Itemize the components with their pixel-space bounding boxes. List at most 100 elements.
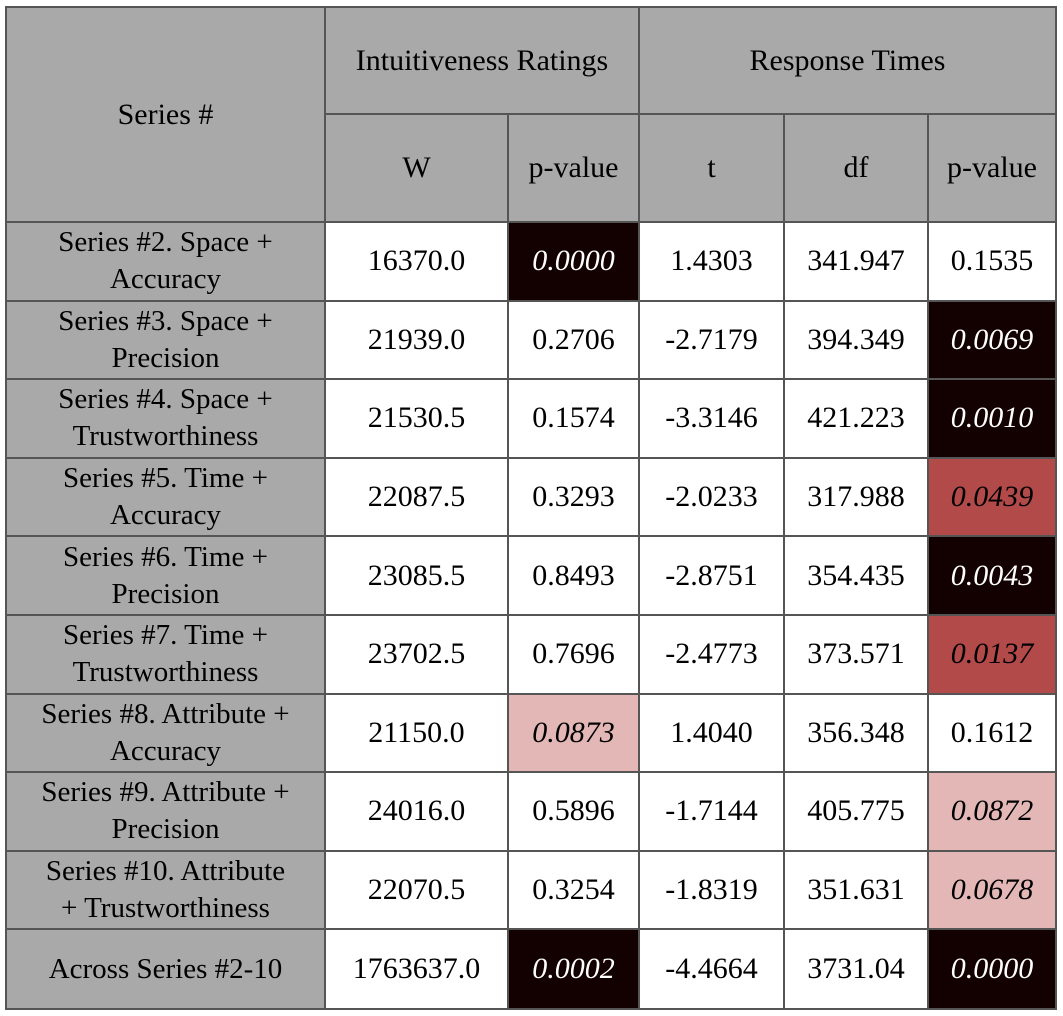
df-cell: 351.631 bbox=[783, 849, 929, 931]
row-label: Series #4. Space + Trustworthiness bbox=[5, 378, 326, 459]
table-row: Series #5. Time + Accuracy 22087.5 0.3293 -2… bbox=[5, 456, 1057, 538]
t-column-header: t bbox=[638, 113, 785, 223]
table-row: Series #10. Attribute + Trustworthiness 22… bbox=[5, 849, 1057, 931]
t-cell: 1.4040 bbox=[638, 692, 785, 774]
w-cell: 21530.5 bbox=[324, 378, 509, 459]
table-row: Series #7. Time + Trustworthiness 23702.5 0… bbox=[5, 613, 1057, 695]
w-cell: 24016.0 bbox=[324, 771, 509, 852]
intuitiveness-pvalue-cell: 0.0000 bbox=[507, 221, 640, 302]
df-cell: 421.223 bbox=[783, 378, 929, 459]
intuitiveness-pvalue-cell: 0.1574 bbox=[507, 378, 640, 459]
row-label-line1: Series #6. Time + bbox=[63, 540, 268, 573]
row-label-line1: Across Series #2-10 bbox=[48, 952, 283, 985]
row-label: Series #3. Space + Precision bbox=[5, 299, 326, 381]
df-cell: 341.947 bbox=[783, 221, 929, 302]
row-label: Series #8. Attribute + Accuracy bbox=[5, 692, 326, 774]
row-label-line1: Series #2. Space + bbox=[58, 226, 273, 259]
row-label: Series #10. Attribute + Trustworthiness bbox=[5, 849, 326, 931]
df-cell: 373.571 bbox=[783, 613, 929, 695]
row-label-line2: Precision bbox=[111, 577, 220, 610]
response-pvalue-cell: 0.0010 bbox=[927, 378, 1057, 459]
row-label-line1: Series #3. Space + bbox=[58, 304, 273, 337]
row-label-line2: Accuracy bbox=[109, 734, 222, 767]
response-pvalue-cell: 0.1612 bbox=[927, 692, 1057, 774]
df-cell: 356.348 bbox=[783, 692, 929, 774]
row-label-line2: Precision bbox=[111, 341, 220, 374]
t-cell: -1.8319 bbox=[638, 849, 785, 931]
intuitiveness-pvalue-cell: 0.8493 bbox=[507, 535, 640, 616]
intuitiveness-pvalue-cell: 0.7696 bbox=[507, 613, 640, 695]
table-row: Series #8. Attribute + Accuracy 21150.0 0.0… bbox=[5, 692, 1057, 774]
intuitiveness-pvalue-column-header: p-value bbox=[507, 113, 640, 223]
row-label-line2: Accuracy bbox=[109, 263, 222, 296]
row-label-line1: Series #5. Time + bbox=[63, 462, 268, 495]
row-label-line1: Series #9. Attribute + bbox=[41, 776, 290, 809]
t-cell: -2.4773 bbox=[638, 613, 785, 695]
intuitiveness-pvalue-cell: 0.0873 bbox=[507, 692, 640, 774]
row-label-line1: Series #7. Time + bbox=[63, 619, 268, 652]
response-times-group-header: Response Times bbox=[638, 6, 1057, 115]
intuitiveness-group-header: Intuitiveness Ratings bbox=[324, 6, 640, 115]
row-label-line1: Series #8. Attribute + bbox=[41, 697, 290, 730]
df-column-header: df bbox=[783, 113, 929, 223]
intuitiveness-pvalue-cell: 0.2706 bbox=[507, 299, 640, 381]
w-cell: 16370.0 bbox=[324, 221, 509, 302]
t-cell: -2.8751 bbox=[638, 535, 785, 616]
row-label-line2: + Trustworthiness bbox=[61, 892, 270, 925]
w-cell: 23085.5 bbox=[324, 535, 509, 616]
table-row: Series #9. Attribute + Precision 24016.0 0.… bbox=[5, 771, 1057, 852]
df-cell: 354.435 bbox=[783, 535, 929, 616]
row-label-line2: Precision bbox=[111, 813, 220, 846]
row-label-line1: Series #4. Space + bbox=[58, 383, 273, 416]
t-cell: -3.3146 bbox=[638, 378, 785, 459]
response-pvalue-cell: 0.0678 bbox=[927, 849, 1057, 931]
t-cell: 1.4303 bbox=[638, 221, 785, 302]
t-cell: -4.4664 bbox=[638, 928, 785, 1011]
response-pvalue-cell: 0.1535 bbox=[927, 221, 1057, 302]
w-cell: 22070.5 bbox=[324, 849, 509, 931]
response-pvalue-cell: 0.0069 bbox=[927, 299, 1057, 381]
t-cell: -2.0233 bbox=[638, 456, 785, 538]
intuitiveness-pvalue-cell: 0.3254 bbox=[507, 849, 640, 931]
w-cell: 22087.5 bbox=[324, 456, 509, 538]
intuitiveness-pvalue-cell: 0.5896 bbox=[507, 771, 640, 852]
series-column-header: Series # bbox=[5, 6, 326, 223]
intuitiveness-pvalue-cell: 0.3293 bbox=[507, 456, 640, 538]
table-row: Series #6. Time + Precision 23085.5 0.8493-… bbox=[5, 535, 1057, 616]
w-cell: 21150.0 bbox=[324, 692, 509, 774]
table-body: Series #2. Space + Accuracy 16370.0 0.0000 1… bbox=[5, 221, 1057, 1011]
row-label: Series #5. Time + Accuracy bbox=[5, 456, 326, 538]
df-cell: 317.988 bbox=[783, 456, 929, 538]
response-pvalue-cell: 0.0137 bbox=[927, 613, 1057, 695]
row-label: Series #2. Space + Accuracy bbox=[5, 221, 326, 302]
row-label: Series #9. Attribute + Precision bbox=[5, 771, 326, 852]
table-row: Series #4. Space + Trustworthiness 21530.5… bbox=[5, 378, 1057, 459]
row-label: Series #6. Time + Precision bbox=[5, 535, 326, 616]
row-label-line2: Trustworthiness bbox=[72, 656, 259, 689]
t-cell: -1.7144 bbox=[638, 771, 785, 852]
response-pvalue-cell: 0.0439 bbox=[927, 456, 1057, 538]
w-cell: 23702.5 bbox=[324, 613, 509, 695]
response-pvalue-cell: 0.0043 bbox=[927, 535, 1057, 616]
row-label-line2: Accuracy bbox=[109, 499, 222, 532]
row-label: Across Series #2-10 bbox=[5, 928, 326, 1011]
w-cell: 21939.0 bbox=[324, 299, 509, 381]
table-header: Series # Intuitiveness Ratings Response … bbox=[5, 6, 1057, 223]
response-pvalue-cell: 0.0000 bbox=[927, 928, 1057, 1011]
row-label: Series #7. Time + Trustworthiness bbox=[5, 613, 326, 695]
table-row: Across Series #2-10 1763637.0 0.0002 -4.466… bbox=[5, 928, 1057, 1011]
intuitiveness-pvalue-cell: 0.0002 bbox=[507, 928, 640, 1011]
response-pvalue-column-header: p-value bbox=[927, 113, 1057, 223]
df-cell: 3731.04 bbox=[783, 928, 929, 1011]
df-cell: 394.349 bbox=[783, 299, 929, 381]
w-column-header: W bbox=[324, 113, 509, 223]
row-label-line2: Trustworthiness bbox=[72, 420, 259, 453]
df-cell: 405.775 bbox=[783, 771, 929, 852]
t-cell: -2.7179 bbox=[638, 299, 785, 381]
table-row: Series #3. Space + Precision 21939.0 0.2706… bbox=[5, 299, 1057, 381]
results-table: Series # Intuitiveness Ratings Response … bbox=[5, 6, 1057, 1011]
response-pvalue-cell: 0.0872 bbox=[927, 771, 1057, 852]
w-cell: 1763637.0 bbox=[324, 928, 509, 1011]
row-label-line1: Series #10. Attribute bbox=[45, 855, 286, 888]
table-row: Series #2. Space + Accuracy 16370.0 0.0000 1… bbox=[5, 221, 1057, 302]
